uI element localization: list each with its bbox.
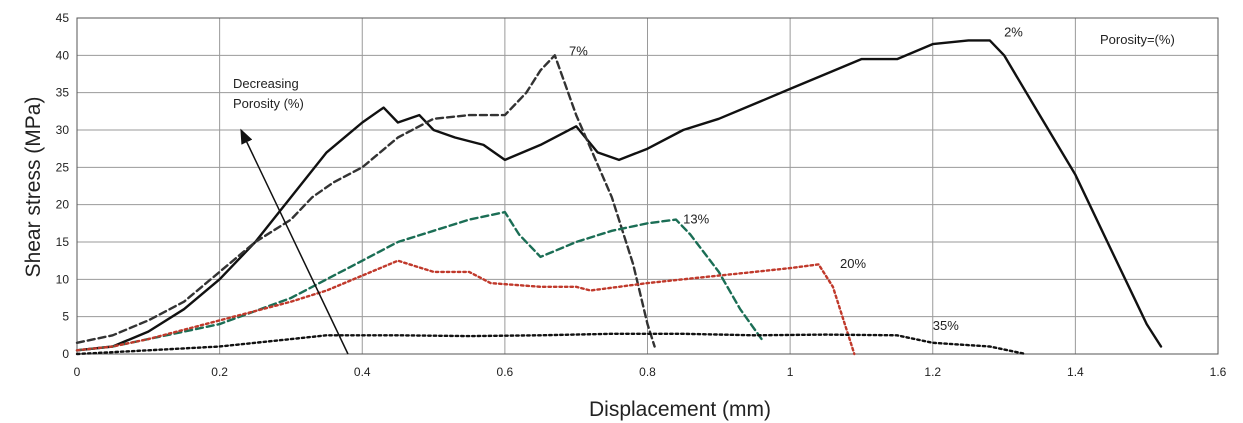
- series-layer: [75, 39, 1163, 356]
- y-tick-label: 45: [56, 11, 70, 25]
- decreasing-porosity-arrow: [240, 128, 349, 355]
- y-tick-label: 35: [56, 86, 70, 100]
- series-line-7pct: [75, 54, 656, 348]
- y-tick-label: 20: [56, 198, 70, 212]
- series-label-7pct: 7%: [569, 43, 588, 58]
- x-tick-label: 0.4: [354, 365, 371, 379]
- y-tick-label: 0: [62, 347, 69, 361]
- annotation-line-2: Porosity (%): [233, 96, 304, 111]
- y-tick-label: 25: [56, 160, 70, 174]
- y-tick-label: 40: [56, 48, 70, 62]
- legend-title: Porosity=(%): [1100, 32, 1175, 47]
- series-label-2pct: 2%: [1004, 25, 1023, 40]
- series-line-20pct: [75, 259, 856, 356]
- x-tick-label: 1.4: [1067, 365, 1084, 379]
- annotation-line-1: Decreasing: [233, 76, 299, 91]
- x-tick-label: 1: [787, 365, 794, 379]
- grid: [76, 17, 1219, 355]
- x-tick-label: 1.6: [1210, 365, 1227, 379]
- plot-frame: [76, 17, 1219, 355]
- series-label-20pct: 20%: [840, 256, 866, 271]
- x-tick-label: 1.2: [924, 365, 941, 379]
- x-tick-label: 0.6: [497, 365, 514, 379]
- y-axis-title: Shear stress (MPa): [22, 97, 45, 278]
- y-tick-label: 30: [56, 123, 70, 137]
- x-tick-label: 0: [74, 365, 81, 379]
- series-line-13pct: [75, 210, 763, 352]
- y-tick-label: 10: [56, 272, 70, 286]
- y-tick-label: 5: [62, 310, 69, 324]
- x-axis-title: Displacement (mm): [589, 398, 771, 421]
- axes: 0 5 10 15 20 25 30 35 40 45 0 0.2 0.4 0.6 0.8 1 1.2 1.4 1.…: [56, 11, 1227, 379]
- x-tick-label: 0.2: [211, 365, 228, 379]
- series-label-35pct: 35%: [933, 318, 959, 333]
- series-line-35pct: [75, 332, 1027, 356]
- y-tick-label: 15: [56, 235, 70, 249]
- labels-layer: 2% 7% 13% 20% 35%: [569, 25, 1023, 333]
- series-line-2pct: [75, 39, 1163, 352]
- x-tick-label: 0.8: [639, 365, 656, 379]
- decreasing-porosity-annotation: Decreasing Porosity (%): [233, 76, 349, 355]
- series-label-13pct: 13%: [683, 211, 709, 226]
